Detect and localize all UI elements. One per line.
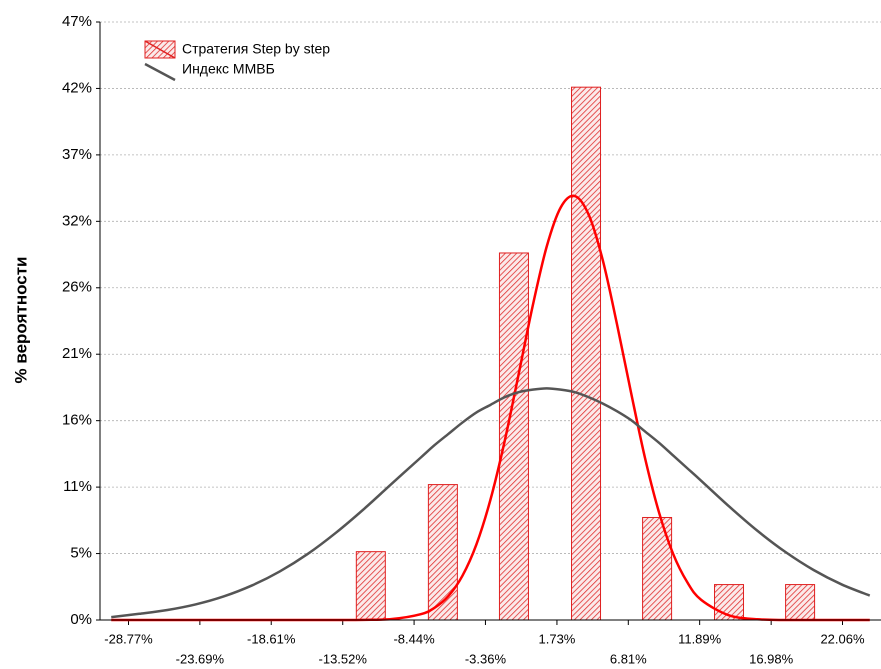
legend-label: Стратегия Step by step bbox=[182, 41, 330, 57]
y-axis-label: % вероятности bbox=[11, 257, 30, 384]
x-tick-label: -13.52% bbox=[319, 651, 368, 666]
y-tick-label: 47% bbox=[62, 13, 92, 30]
bar bbox=[355, 551, 386, 621]
curve bbox=[111, 194, 870, 622]
x-tick-label: 11.89% bbox=[678, 631, 722, 646]
y-tick-label: 16% bbox=[62, 412, 92, 429]
y-tick-label: 32% bbox=[62, 212, 92, 229]
bar bbox=[427, 484, 458, 621]
x-tick-label: -23.69% bbox=[176, 651, 225, 666]
bar bbox=[642, 516, 673, 621]
x-tick-label: 22.06% bbox=[820, 631, 865, 646]
legend-label: Индекс ММВБ bbox=[182, 61, 275, 77]
y-tick-label: 0% bbox=[70, 611, 92, 628]
x-tick-label: 16.98% bbox=[749, 651, 794, 666]
x-tick-label: -8.44% bbox=[393, 631, 435, 646]
x-tick-label: -18.61% bbox=[247, 631, 296, 646]
x-tick-label: -3.36% bbox=[465, 651, 507, 666]
bar bbox=[498, 252, 529, 621]
y-tick-label: 5% bbox=[70, 545, 92, 562]
y-tick-label: 26% bbox=[62, 279, 92, 296]
x-tick-label: 6.81% bbox=[610, 651, 647, 666]
y-tick-label: 37% bbox=[62, 146, 92, 163]
legend-swatch bbox=[144, 62, 176, 82]
x-tick-label: 1.73% bbox=[539, 631, 576, 646]
y-tick-label: 11% bbox=[63, 478, 92, 495]
y-tick-label: 21% bbox=[62, 345, 92, 362]
bar bbox=[571, 86, 602, 621]
legend-swatch-mark bbox=[144, 40, 176, 59]
y-tick-label: 42% bbox=[62, 79, 92, 96]
curve bbox=[111, 387, 871, 619]
bar bbox=[785, 584, 816, 621]
x-tick-label: -28.77% bbox=[104, 631, 153, 646]
